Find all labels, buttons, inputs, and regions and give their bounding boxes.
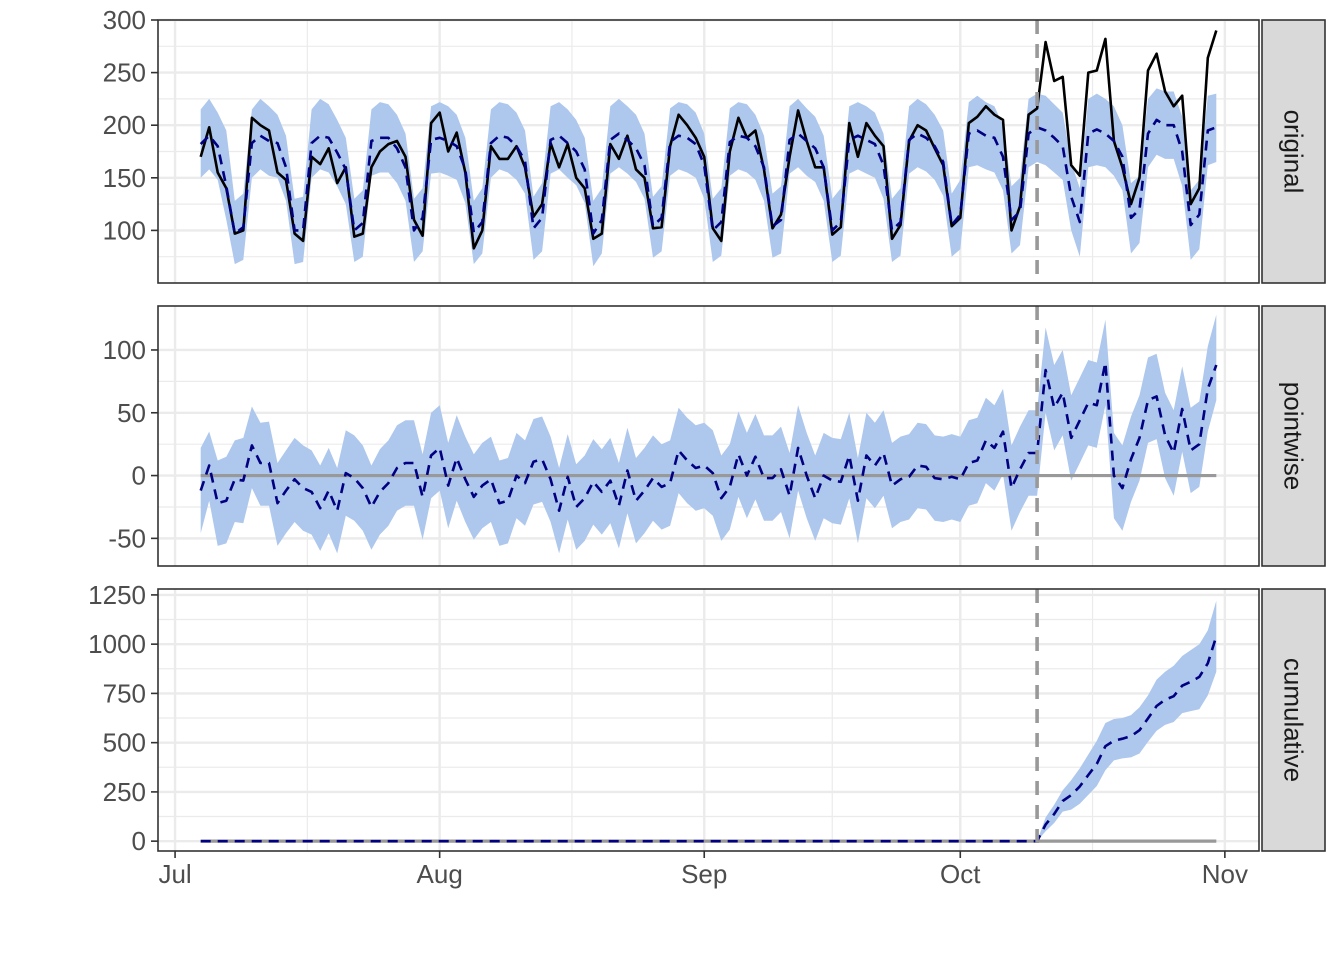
y-tick-label: 750 [103, 678, 146, 708]
y-tick-label: -50 [108, 523, 146, 553]
x-tick-label: Nov [1202, 859, 1248, 889]
y-tick-label: 1250 [88, 580, 146, 610]
facet-strip-label: cumulative [1279, 658, 1309, 782]
y-tick-label: 300 [103, 5, 146, 35]
x-axis: Jul Aug Sep Oct Nov [158, 851, 1248, 889]
y-tick-label: 500 [103, 728, 146, 758]
facet-strip-label: original [1279, 110, 1309, 194]
y-tick-label: 100 [103, 215, 146, 245]
x-tick-label: Jul [158, 859, 191, 889]
y-tick-label: 0 [132, 461, 146, 491]
y-tick-label: 250 [103, 58, 146, 88]
panel-cumulative: 0 250 500 750 1000 1250 cumulative [88, 580, 1325, 856]
panel-background [158, 589, 1259, 851]
y-tick-label: 100 [103, 335, 146, 365]
facet-strip-label: pointwise [1279, 382, 1309, 490]
panel-pointwise: -50 0 50 100 pointwise [103, 306, 1325, 566]
y-tick-label: 0 [132, 826, 146, 856]
y-tick-label: 150 [103, 163, 146, 193]
x-tick-label: Aug [417, 859, 463, 889]
y-tick-label: 250 [103, 777, 146, 807]
x-tick-label: Oct [940, 859, 981, 889]
panel-original: 100 150 200 250 300 original [103, 5, 1325, 283]
y-tick-label: 200 [103, 110, 146, 140]
y-tick-label: 1000 [88, 629, 146, 659]
y-tick-label: 50 [117, 398, 146, 428]
x-tick-label: Sep [681, 859, 727, 889]
